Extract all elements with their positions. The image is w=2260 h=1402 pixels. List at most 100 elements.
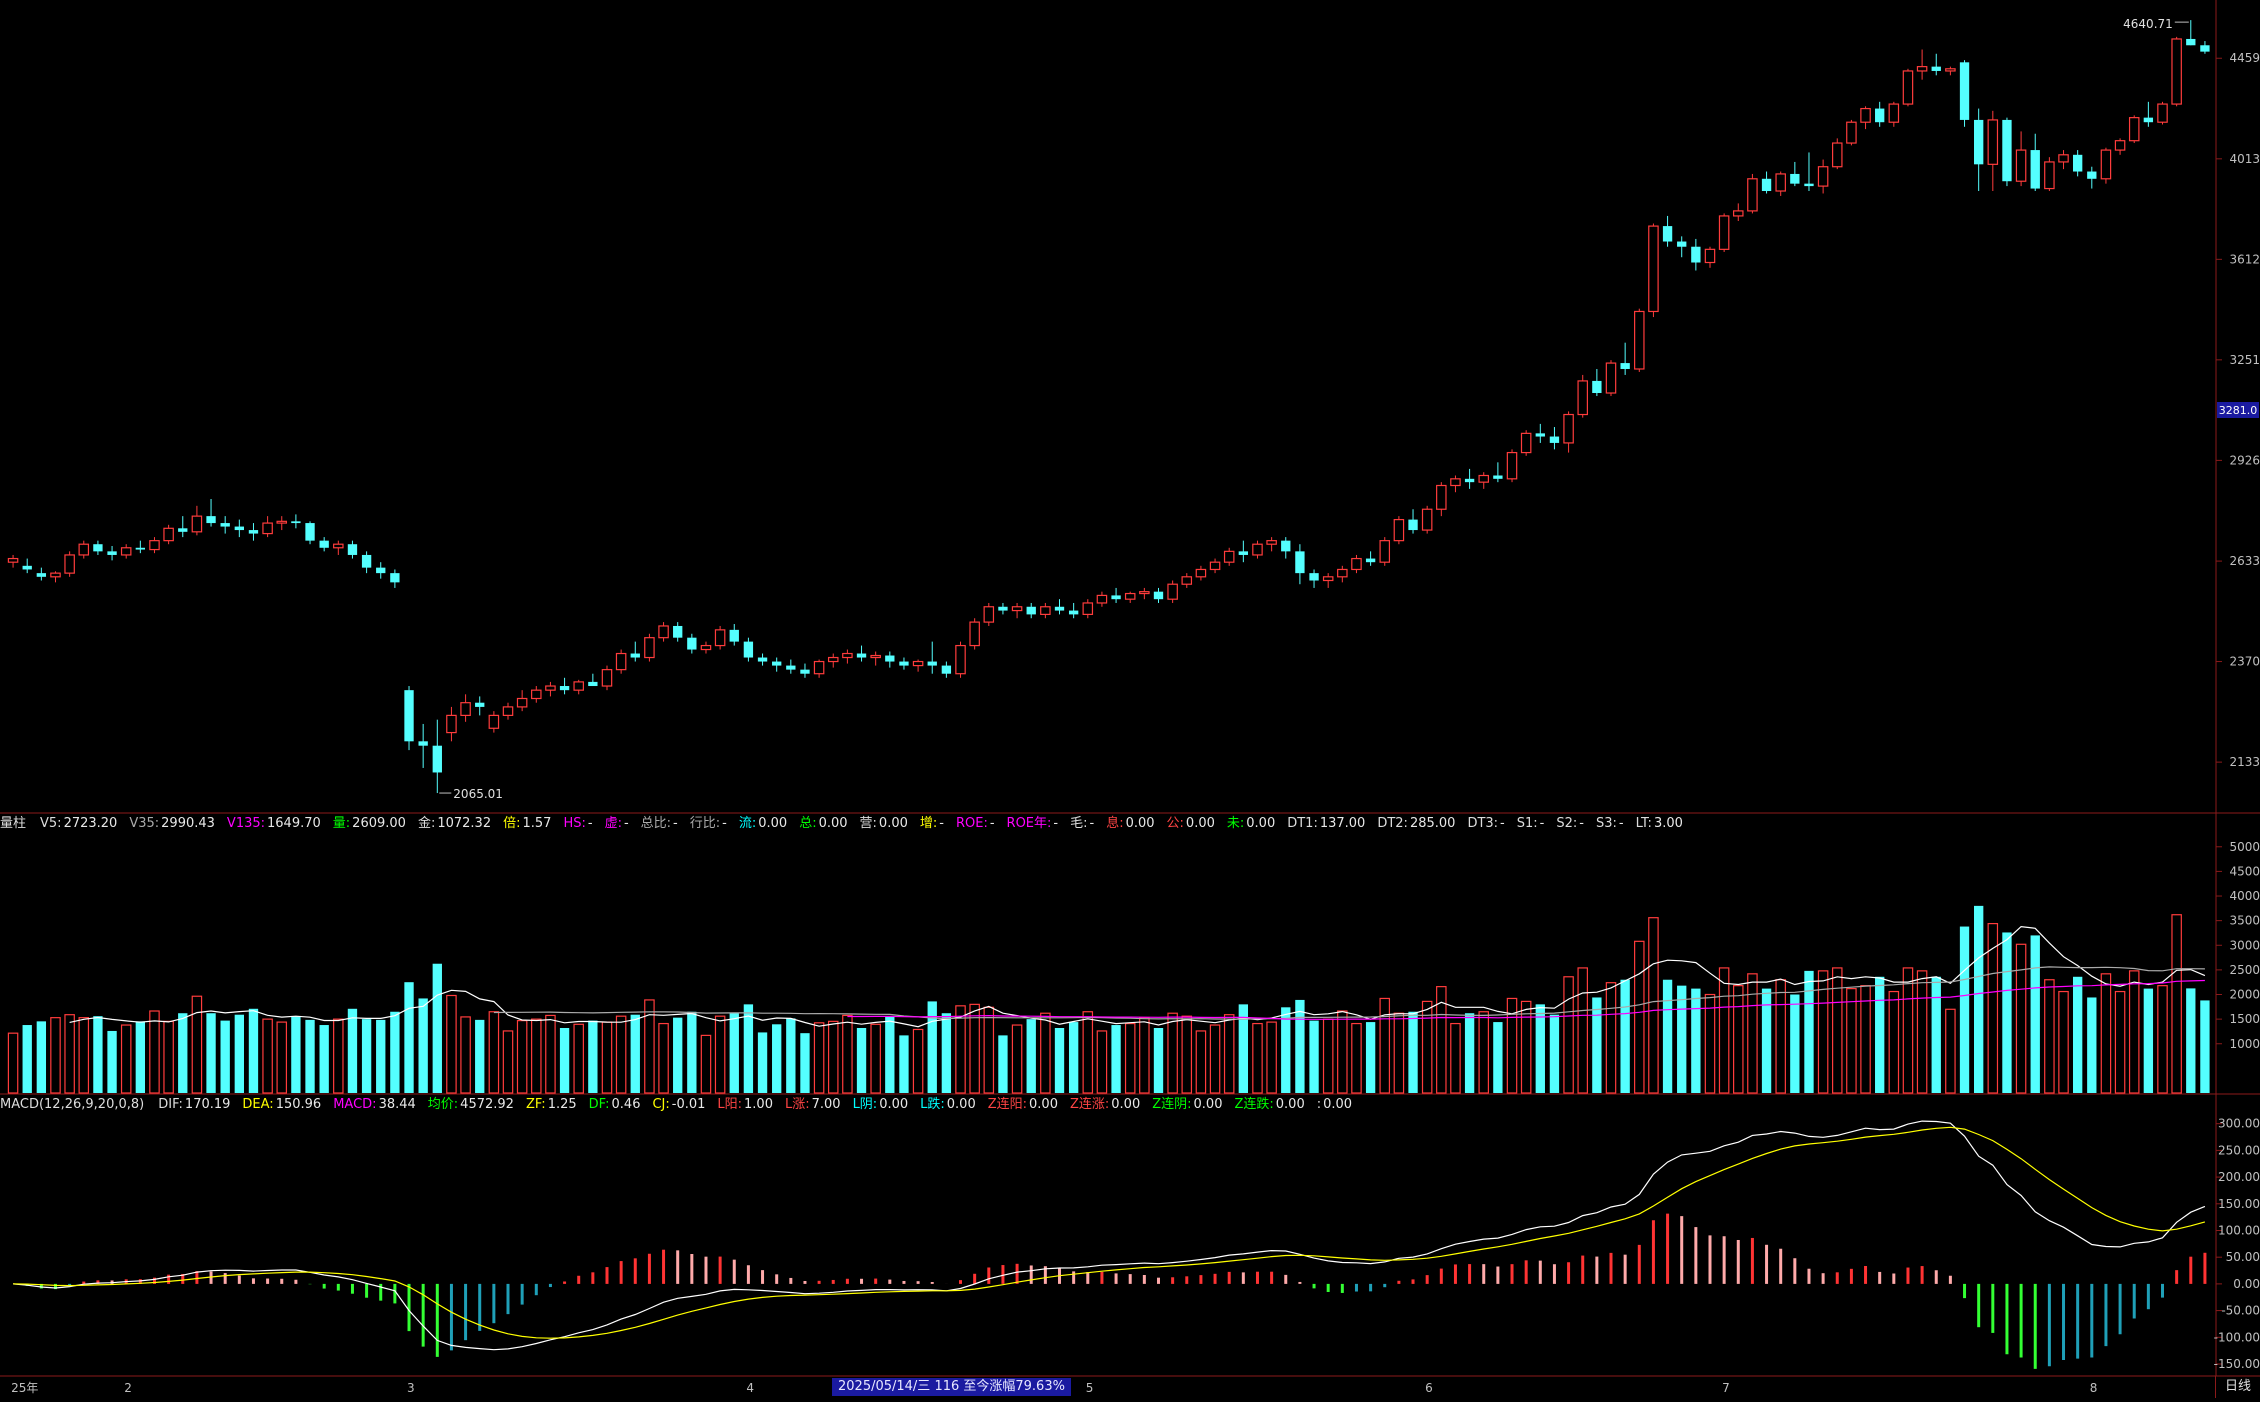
volume-bar bbox=[729, 1012, 739, 1093]
macd-tick-label: 50.00 bbox=[2226, 1250, 2260, 1264]
volume-tick-label: 3500 bbox=[2229, 914, 2260, 928]
volume-bar bbox=[912, 1028, 924, 1094]
candle-body bbox=[1238, 551, 1249, 555]
volume-bar bbox=[673, 1017, 683, 1093]
candle-body bbox=[1124, 592, 1136, 600]
indicator-value: - bbox=[1579, 816, 1584, 831]
volume-bar bbox=[1577, 967, 1588, 1094]
volume-bar bbox=[502, 1030, 514, 1094]
macd-tick-label: 250.00 bbox=[2218, 1143, 2260, 1157]
candle-body bbox=[1040, 606, 1051, 615]
volume-bar bbox=[601, 1021, 613, 1094]
candle-body bbox=[2128, 117, 2140, 142]
volume-bar bbox=[1605, 982, 1617, 1094]
volume-ma5-line bbox=[69, 925, 2206, 1028]
volume-bar bbox=[2143, 988, 2154, 1093]
candle-body bbox=[488, 714, 500, 729]
indicator-label: 量: bbox=[332, 816, 351, 831]
candle-body bbox=[772, 661, 782, 666]
volume-tick-label: 1000 bbox=[2229, 1037, 2260, 1051]
volume-bar bbox=[1478, 1011, 1490, 1094]
volume-bar bbox=[2186, 988, 2196, 1093]
volume-bar bbox=[2072, 976, 2083, 1093]
period-button[interactable]: 日线 bbox=[2215, 1376, 2260, 1398]
x-axis-label: 3 bbox=[407, 1381, 415, 1395]
indicator-value: 0.00 bbox=[818, 816, 848, 831]
indicator-item: 行比: - bbox=[690, 816, 733, 831]
candle-body bbox=[912, 660, 924, 667]
candle-body bbox=[1620, 363, 1630, 369]
candle-body bbox=[220, 523, 230, 527]
volume-bar bbox=[1691, 988, 1701, 1093]
macd-tick-label: 0.00 bbox=[2233, 1277, 2260, 1291]
x-axis-label: 5 bbox=[1086, 1381, 1094, 1395]
candle-body bbox=[842, 652, 853, 659]
indicator-label: S2: bbox=[1556, 816, 1578, 831]
candle-body bbox=[2002, 119, 2012, 182]
candle-body bbox=[2030, 150, 2040, 189]
candle-body bbox=[1747, 178, 1758, 212]
indicator-item: MACD(12,26,9,20,0,8) bbox=[0, 1097, 152, 1112]
volume-bar bbox=[1408, 1011, 1418, 1093]
macd-tick-label: -150.00 bbox=[2214, 1357, 2260, 1371]
x-axis-label: 7 bbox=[1722, 1381, 1730, 1395]
volume-bar bbox=[2087, 997, 2097, 1093]
indicator-label: 总: bbox=[799, 816, 817, 831]
candle-body bbox=[502, 706, 514, 716]
volume-bar bbox=[7, 1032, 19, 1094]
range-info-tag: 2025/05/14/三 116 至今涨幅79.63% bbox=[832, 1378, 1071, 1396]
indicator-label: 量柱 bbox=[0, 816, 27, 831]
volume-bar bbox=[588, 1020, 598, 1093]
candle-body bbox=[1860, 107, 1871, 123]
indicator-value: - bbox=[1089, 816, 1095, 831]
volume-bar bbox=[1337, 1010, 1348, 1094]
candle-body bbox=[1535, 433, 1545, 437]
volume-bar bbox=[700, 1034, 712, 1094]
indicator-item: V135: 1649.70 bbox=[227, 816, 327, 831]
volume-bar bbox=[220, 1020, 230, 1093]
volume-bar bbox=[2100, 973, 2112, 1094]
volume-bar bbox=[870, 1023, 881, 1094]
volume-bar bbox=[1124, 1022, 1136, 1094]
volume-bar bbox=[1974, 905, 1984, 1093]
indicator-item: 金: 1072.32 bbox=[418, 816, 497, 831]
indicator-value: 0.00 bbox=[1323, 1097, 1353, 1112]
volume-bar bbox=[772, 1024, 782, 1093]
indicator-item: Z连跌: 0.00 bbox=[1234, 1097, 1310, 1112]
indicator-label: DT3: bbox=[1467, 816, 1499, 831]
candle-body bbox=[601, 669, 613, 687]
volume-bar bbox=[813, 1022, 825, 1094]
volume-bar bbox=[1875, 976, 1885, 1093]
volume-ma135-line bbox=[847, 979, 2205, 1020]
indicator-value: - bbox=[1053, 816, 1059, 831]
indicator-item: DIF: 170.19 bbox=[158, 1097, 236, 1112]
candle-body bbox=[786, 665, 796, 670]
volume-bar bbox=[149, 1010, 160, 1094]
candle-body bbox=[998, 606, 1008, 611]
volume-bar bbox=[714, 1015, 726, 1094]
indicator-value: 1.00 bbox=[744, 1097, 773, 1112]
indicator-label: 流: bbox=[738, 816, 757, 831]
volume-bar bbox=[955, 1005, 966, 1094]
candle-body bbox=[1351, 557, 1362, 571]
candle-body bbox=[644, 637, 655, 659]
candle-body bbox=[1309, 573, 1319, 581]
candle-body bbox=[1817, 166, 1829, 187]
indicator-value: 0.00 bbox=[879, 1097, 909, 1112]
indicator-label: 行比: bbox=[689, 816, 721, 831]
candle-body bbox=[1393, 518, 1405, 542]
volume-bar bbox=[1181, 1015, 1193, 1094]
volume-bar bbox=[1111, 1025, 1121, 1093]
volume-bar bbox=[206, 1013, 216, 1093]
candle-body bbox=[1167, 583, 1178, 600]
indicator-item: CJ: -0.01 bbox=[652, 1097, 711, 1112]
price-tick-label: 3251 bbox=[2229, 353, 2260, 367]
indicator-value: 1649.70 bbox=[267, 816, 321, 831]
indicator-value: 1072.32 bbox=[437, 816, 492, 831]
volume-bar bbox=[2171, 914, 2182, 1094]
volume-bar bbox=[2030, 935, 2040, 1093]
volume-bar bbox=[1365, 1022, 1376, 1093]
indicator-value: 7.00 bbox=[811, 1097, 841, 1112]
indicator-label: DIF: bbox=[158, 1097, 183, 1112]
